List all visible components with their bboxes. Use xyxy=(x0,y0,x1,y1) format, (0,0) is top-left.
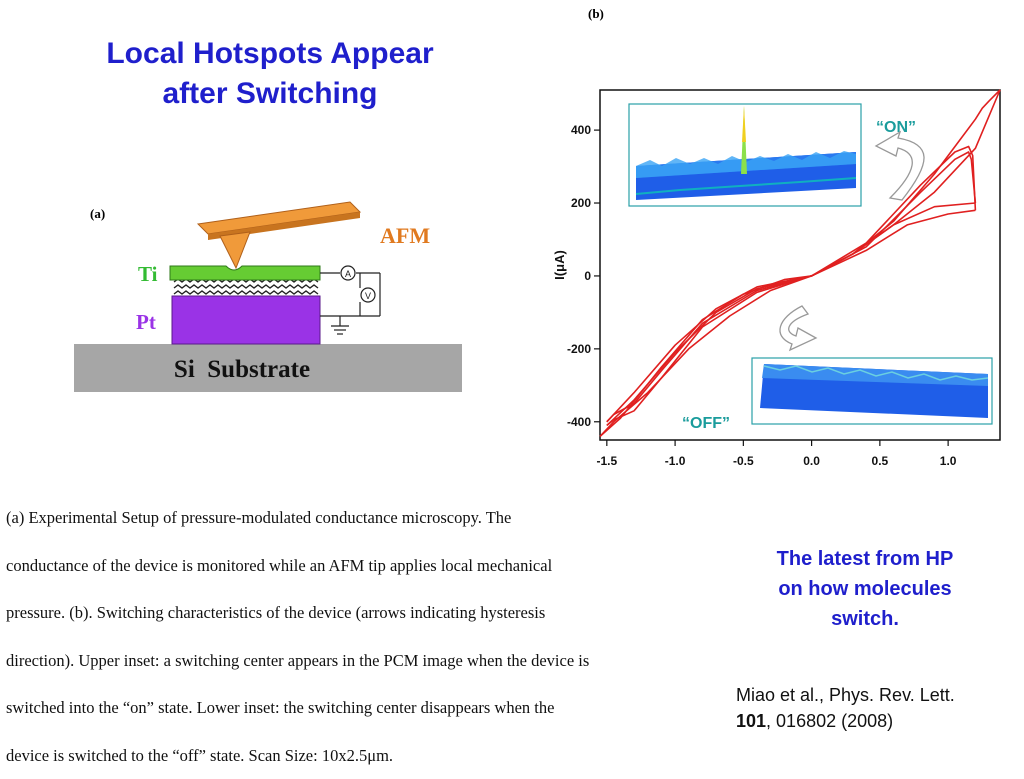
x-tick-label: -1.5 xyxy=(596,454,617,468)
voltmeter-label: V xyxy=(365,291,371,301)
y-tick-label: 200 xyxy=(571,196,591,210)
caption-line: conductance of the device is monitored w… xyxy=(6,542,726,590)
y-tick-label: -200 xyxy=(567,342,591,356)
pt-layer xyxy=(172,296,320,344)
citation-volume: 101 xyxy=(736,711,766,731)
molecular-layer xyxy=(174,279,318,294)
caption-line: switched into the “on” state. Lower inse… xyxy=(6,684,726,732)
afm-label: AFM xyxy=(380,223,430,248)
figure-b-panel-label: (b) xyxy=(588,6,604,22)
off-state-label: “OFF” xyxy=(682,415,730,432)
slide-title-line2: after Switching xyxy=(60,74,480,114)
on-state-inset xyxy=(629,104,861,206)
x-tick-label: 0.0 xyxy=(803,454,820,468)
afm-tip xyxy=(220,232,250,268)
caption-line: pressure. (b). Switching characteristics… xyxy=(6,589,726,637)
hp-note-line: switch. xyxy=(740,604,990,634)
hp-note: The latest from HP on how molecules swit… xyxy=(740,544,990,634)
caption-line: device is switched to the “off” state. S… xyxy=(6,732,726,779)
pt-label: Pt xyxy=(136,310,156,334)
on-state-label: “ON” xyxy=(876,119,916,136)
hp-note-line: on how molecules xyxy=(740,574,990,604)
si-substrate-label: Si Substrate xyxy=(174,356,310,383)
y-tick-label: -400 xyxy=(567,415,591,429)
hp-note-line: The latest from HP xyxy=(740,544,990,574)
slide-title: Local Hotspots Appear after Switching xyxy=(60,34,480,114)
citation-details: 101, 016802 (2008) xyxy=(736,708,1022,734)
y-axis-ticks: 400 200 0 -200 -400 xyxy=(567,123,600,429)
ammeter-label: A xyxy=(345,269,351,279)
off-state-inset xyxy=(752,358,992,424)
x-tick-label: 1.0 xyxy=(940,454,957,468)
y-tick-label: 400 xyxy=(571,123,591,137)
caption-line: direction). Upper inset: a switching cen… xyxy=(6,637,726,685)
y-axis-label: I(μA) xyxy=(552,250,567,280)
slide-title-line1: Local Hotspots Appear xyxy=(60,34,480,74)
circuit-wires xyxy=(320,273,380,334)
x-tick-label: -0.5 xyxy=(733,454,754,468)
ti-label: Ti xyxy=(138,262,158,286)
citation-rest: , 016802 (2008) xyxy=(766,711,893,731)
caption-line: (a) Experimental Setup of pressure-modul… xyxy=(6,494,726,542)
y-tick-label: 0 xyxy=(584,269,591,283)
citation-authors: Miao et al., Phys. Rev. Lett. xyxy=(736,682,1022,708)
x-tick-label: 0.5 xyxy=(872,454,889,468)
ti-layer xyxy=(170,266,320,280)
figure-b-iv-chart: 400 200 0 -200 -400 -1.5 -1.0 -0.5 0.0 0.5 1.0 I(… xyxy=(540,82,1010,472)
x-tick-label: -1.0 xyxy=(665,454,686,468)
figure-a-setup-diagram: Si Substrate Pt Ti AFM A V xyxy=(70,196,470,396)
x-axis-ticks: -1.5 -1.0 -0.5 0.0 0.5 1.0 xyxy=(596,440,956,468)
citation: Miao et al., Phys. Rev. Lett. 101, 01680… xyxy=(736,682,1022,734)
figure-caption: (a) Experimental Setup of pressure-modul… xyxy=(6,494,726,779)
